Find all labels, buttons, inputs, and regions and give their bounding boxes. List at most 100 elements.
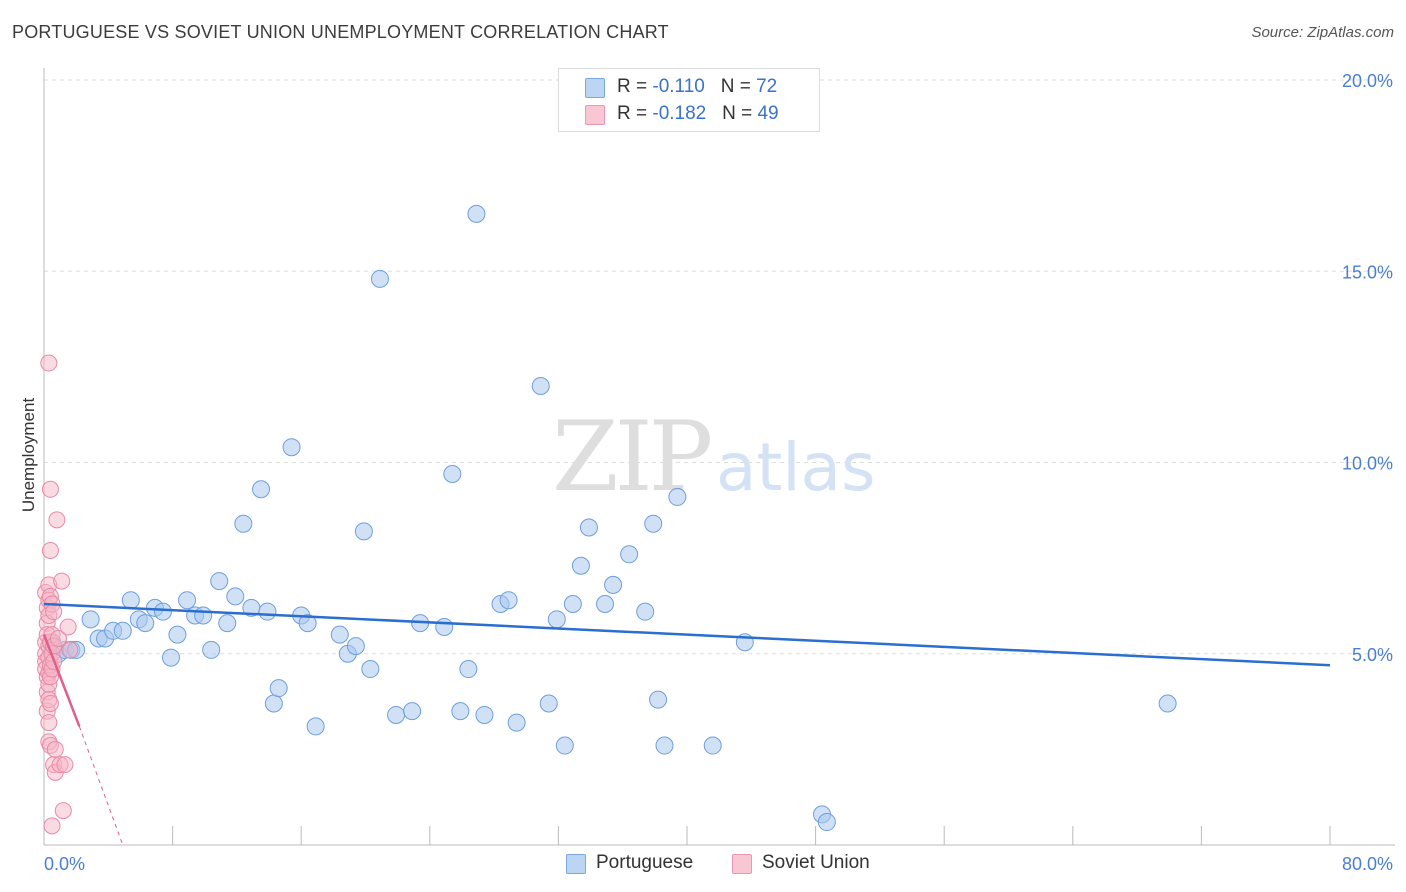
point-portuguese [571, 556, 590, 575]
point-portuguese [218, 614, 237, 633]
series-soviet-union [37, 354, 79, 835]
chart-source: Source: ZipAtlas.com [1251, 24, 1394, 41]
trend-line-soviet-union-extension [78, 726, 124, 846]
point-soviet-union [41, 480, 59, 498]
y-tick-label: 20.0% [1342, 71, 1393, 91]
point-soviet-union [40, 354, 58, 372]
point-portuguese [555, 736, 574, 755]
trend-lines [42, 602, 1331, 846]
point-portuguese [210, 572, 229, 591]
bottom-legend-swatch-blue [566, 854, 586, 874]
point-portuguese [604, 575, 623, 594]
legend-r-value: -0.182 [652, 103, 707, 124]
point-portuguese [168, 625, 187, 644]
point-portuguese [531, 377, 550, 395]
point-portuguese [121, 591, 140, 610]
point-portuguese [258, 602, 277, 621]
point-portuguese [596, 595, 615, 614]
x-tick-label: 0.0% [44, 854, 85, 874]
point-soviet-union [49, 629, 67, 647]
point-portuguese [234, 514, 253, 533]
point-soviet-union [40, 714, 58, 732]
point-soviet-union [56, 756, 74, 774]
stats-legend: R = -0.110 N = 72 R = -0.182 N = 49 [558, 68, 820, 132]
point-soviet-union [46, 740, 64, 758]
watermark: ZIP atlas [552, 401, 876, 513]
point-portuguese [153, 602, 172, 621]
x-tick-labels: 0.0% 80.0% [44, 854, 1393, 874]
point-portuguese [459, 660, 478, 679]
point-portuguese [547, 610, 566, 629]
point-portuguese [435, 617, 454, 636]
point-portuguese [370, 269, 389, 288]
legend-text: R = -0.110 N = 72 [617, 76, 777, 98]
point-portuguese [703, 736, 722, 755]
legend-n-value: 72 [756, 76, 778, 97]
point-portuguese [178, 591, 197, 610]
point-portuguese [649, 690, 668, 709]
point-portuguese [269, 679, 288, 698]
point-portuguese [298, 614, 317, 633]
chart-title: PORTUGUESE VS SOVIET UNION UNEMPLOYMENT … [12, 22, 669, 42]
point-portuguese [563, 595, 582, 614]
point-portuguese [403, 702, 422, 721]
point-portuguese [264, 694, 283, 713]
point-soviet-union [41, 694, 59, 712]
point-portuguese [161, 648, 180, 667]
point-portuguese [655, 736, 674, 755]
y-axis-label: Unemployment [19, 398, 38, 513]
point-portuguese [467, 204, 486, 223]
legend-r-label: R = [617, 103, 653, 124]
point-portuguese [539, 694, 558, 713]
point-portuguese [668, 487, 687, 506]
point-portuguese [507, 713, 526, 732]
point-portuguese [136, 614, 155, 633]
legend-n-label: N = [720, 76, 757, 97]
point-portuguese [579, 518, 598, 537]
point-soviet-union [48, 511, 66, 529]
legend-r-label: R = [617, 76, 653, 97]
y-tick-label: 15.0% [1342, 262, 1393, 282]
grid-layer [44, 79, 1395, 655]
bottom-legend-swatch-pink [732, 854, 752, 874]
point-portuguese [620, 545, 639, 564]
point-soviet-union [41, 541, 59, 559]
point-portuguese [226, 587, 245, 606]
legend-r-value: -0.110 [652, 76, 705, 97]
y-tick-label: 5.0% [1352, 645, 1393, 665]
legend-n-value: 49 [757, 103, 779, 124]
legend-n-label: N = [722, 103, 758, 124]
y-tick-label: 10.0% [1342, 454, 1393, 474]
point-portuguese [354, 522, 373, 541]
point-portuguese [306, 717, 325, 736]
point-soviet-union [43, 817, 61, 835]
legend-swatch-blue [585, 78, 605, 98]
point-portuguese [330, 625, 349, 644]
point-portuguese [282, 438, 301, 457]
point-portuguese [252, 480, 271, 499]
point-portuguese [81, 610, 100, 629]
bottom-legend-label: Portuguese [596, 852, 694, 873]
point-portuguese [202, 640, 221, 659]
point-portuguese [475, 705, 494, 724]
point-portuguese [361, 660, 380, 679]
watermark-atlas: atlas [716, 429, 876, 506]
point-soviet-union [45, 603, 63, 621]
point-portuguese [644, 514, 663, 533]
series-portuguese [43, 204, 1177, 832]
point-portuguese [346, 637, 365, 656]
point-portuguese [113, 621, 132, 640]
point-soviet-union [59, 618, 77, 636]
point-soviet-union [53, 572, 71, 590]
point-soviet-union [61, 641, 79, 659]
legend-swatch-pink [585, 105, 605, 125]
point-portuguese [194, 606, 213, 625]
point-portuguese [817, 813, 836, 832]
trend-line-soviet-union [42, 634, 81, 727]
bottom-legend-label: Soviet Union [762, 852, 870, 873]
point-portuguese [636, 602, 655, 621]
trend-line-portuguese [43, 602, 1331, 667]
y-tick-labels: 5.0% 10.0% 15.0% 20.0% [1342, 71, 1393, 665]
point-portuguese [451, 702, 470, 721]
